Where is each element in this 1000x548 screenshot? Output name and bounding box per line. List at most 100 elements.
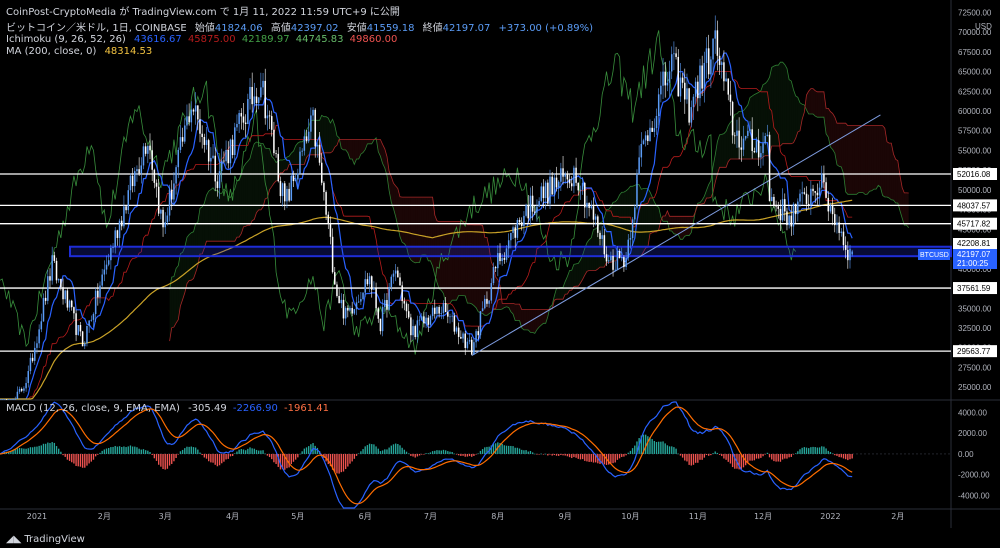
symbol-legend[interactable]: ビットコイン／米ドル, 1日, COINBASE 始値41824.06 高値42… [6,19,598,34]
candle-down [531,195,534,212]
candle-down [73,307,75,314]
level-tag-bg [953,167,997,180]
candle-up [186,116,188,126]
macd-histogram-bar [179,451,182,454]
macd-signal-value: -1961.41 [284,403,329,414]
candle-up [236,123,238,128]
macd-legend[interactable]: MACD (12, 26, close, 9, EMA, EMA) -305.4… [6,403,334,414]
macd-histogram-bar [338,453,340,474]
candle-down [181,137,184,142]
price-axis-unit: USD [975,22,992,31]
macd-histogram-bar [484,447,486,454]
ichimoku-legend[interactable]: Ichimoku (9, 26, 52, 26) 43616.67 45875.… [6,34,400,45]
cloud-bear-segment [458,221,461,296]
macd-histogram-bar [358,453,360,455]
candle-down [555,177,558,188]
level-tag-bg [953,217,997,230]
cloud-bear-segment [397,188,400,237]
macd-histogram-bar [775,453,777,462]
cloud-bull-segment [206,191,209,242]
candle-down [775,205,777,207]
macd-histogram-bar [97,453,99,455]
candle-up [307,131,310,142]
macd-histogram-bar [40,445,42,454]
candle-down [240,113,243,117]
candle-up [536,206,538,213]
candle-up [523,215,525,227]
macd-histogram-bar [662,441,664,454]
macd-histogram-bar [455,453,458,455]
candle-up [140,165,143,174]
cloud-bear-segment [863,125,866,195]
cloud-bull-segment [180,252,183,306]
candle-up [1,399,3,400]
candle-up [40,321,43,330]
brand-text: TradingView [24,534,85,545]
candle-down [55,260,58,281]
macd-histogram-bar [716,452,719,454]
macd-histogram-bar [247,448,249,454]
cloud-bull-segment [639,184,642,256]
candle-up [449,316,451,318]
candle-up [679,77,682,97]
candle-down [75,313,77,335]
candle-up [266,115,269,119]
candle-up [107,260,110,265]
macd-histogram-bar [384,449,386,454]
macd-histogram-bar [827,450,829,454]
cloud-bear-segment [447,221,450,305]
candle-down [192,109,195,112]
candle-down [834,214,836,226]
cloud-bear-segment [508,303,511,312]
macd-histogram-bar [829,451,832,454]
cloud-bear-segment [541,309,544,326]
candle-down [53,255,56,261]
candle-up [260,87,262,98]
macd-histogram-bar [349,453,351,464]
macd-histogram-bar [523,450,525,454]
macd-histogram-bar [847,453,849,461]
candle-up [799,193,801,202]
cloud-bear-segment [426,197,429,261]
candle-down [79,325,82,332]
price-tick-label: 45000.00 [958,225,992,234]
cloud-bear-segment [865,125,868,195]
macd-histogram-bar [66,453,69,460]
macd-histogram-bar [451,452,453,454]
support-zone-band [69,245,952,258]
cloud-bear-segment [841,123,844,174]
macd-histogram-bar [12,449,14,454]
footer-brand[interactable]: ◢◣ TradingView [6,534,85,545]
macd-histogram-bar [603,453,606,465]
macd-histogram-bar [53,442,56,454]
candle-up [742,138,745,150]
macd-histogram-bar [684,453,686,461]
cloud-bear-segment [869,125,872,192]
candle-down [807,203,810,206]
macd-histogram-bar [253,448,256,454]
macd-histogram-bar [703,453,706,458]
candle-down [31,357,34,361]
ma-legend[interactable]: MA (200, close, 0) 48314.53 [6,46,157,57]
candle-down [486,298,488,304]
cloud-bull-segment [591,229,594,271]
candle-up [253,96,256,105]
candle-up [420,316,423,320]
macd-histogram-bar [479,450,482,454]
cloud-bull-segment [745,104,748,160]
macd-hist-value: -305.49 [188,403,227,414]
candle-up [249,86,251,100]
cloud-bear-segment [345,139,348,153]
macd-histogram-bar [147,450,149,454]
macd-histogram-bar [851,453,853,459]
macd-histogram-bar [614,453,616,463]
ma-label: MA (200, close, 0) [6,46,97,57]
candle-up [770,196,773,202]
macd-histogram-bar [708,453,710,456]
macd-histogram-bar [773,453,775,462]
macd-histogram-bar [534,453,536,455]
macd-histogram-bar [462,453,464,456]
macd-histogram-bar [153,453,156,459]
cloud-bear-segment [904,192,907,226]
